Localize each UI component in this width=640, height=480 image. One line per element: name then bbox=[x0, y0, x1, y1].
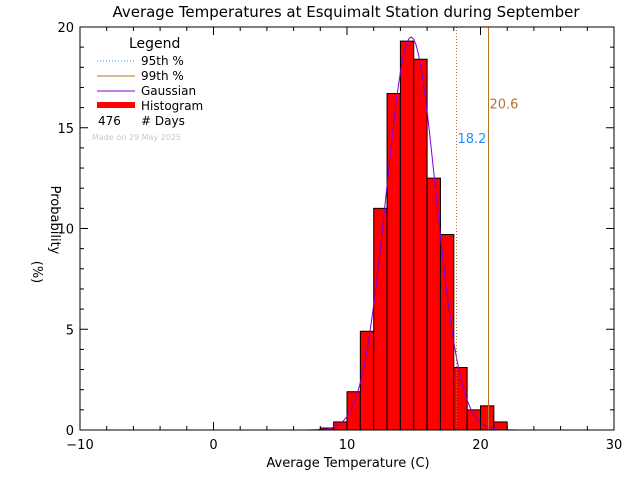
histogram-bar bbox=[359, 330, 375, 431]
legend: Legend 95th % 99th % Gaussian Histogram … bbox=[97, 36, 203, 128]
legend-label-95th: 95th % bbox=[141, 54, 184, 68]
legend-title: Legend bbox=[129, 36, 180, 52]
percentile-label: 20.6 bbox=[490, 98, 519, 113]
y-tick-label: 0 bbox=[66, 424, 74, 439]
x-tick-label: 20 bbox=[472, 438, 489, 453]
histogram-bar bbox=[413, 58, 428, 431]
legend-days-label: # Days bbox=[141, 114, 185, 128]
histogram-bar bbox=[346, 391, 361, 431]
histogram-bar bbox=[373, 207, 388, 431]
legend-label-histogram: Histogram bbox=[141, 99, 203, 113]
histogram-bar bbox=[386, 92, 401, 431]
percentile-label: 18.2 bbox=[457, 132, 486, 147]
legend-days-count: 476 bbox=[98, 114, 121, 128]
y-tick-label: 15 bbox=[57, 122, 74, 137]
y-axis-label: Probability bbox=[47, 186, 62, 255]
y-tick-label: 5 bbox=[66, 323, 74, 338]
y-tick-label: 10 bbox=[57, 223, 74, 238]
x-axis-label: Average Temperature (C) bbox=[266, 456, 429, 471]
x-tick-label: −10 bbox=[66, 438, 93, 453]
x-tick-label: 10 bbox=[339, 438, 356, 453]
y-tick-label: 20 bbox=[57, 21, 74, 36]
histogram-bar bbox=[399, 40, 415, 431]
x-tick-label: 0 bbox=[209, 438, 217, 453]
made-on-note: Made on 29 May 2025 bbox=[92, 133, 181, 142]
chart-title: Average Temperatures at Esquimalt Statio… bbox=[112, 3, 580, 21]
legend-label-gaussian: Gaussian bbox=[141, 84, 196, 98]
y-axis-unit: (%) bbox=[29, 261, 44, 284]
x-tick-label: 30 bbox=[606, 438, 623, 453]
legend-label-99th: 99th % bbox=[141, 69, 184, 83]
